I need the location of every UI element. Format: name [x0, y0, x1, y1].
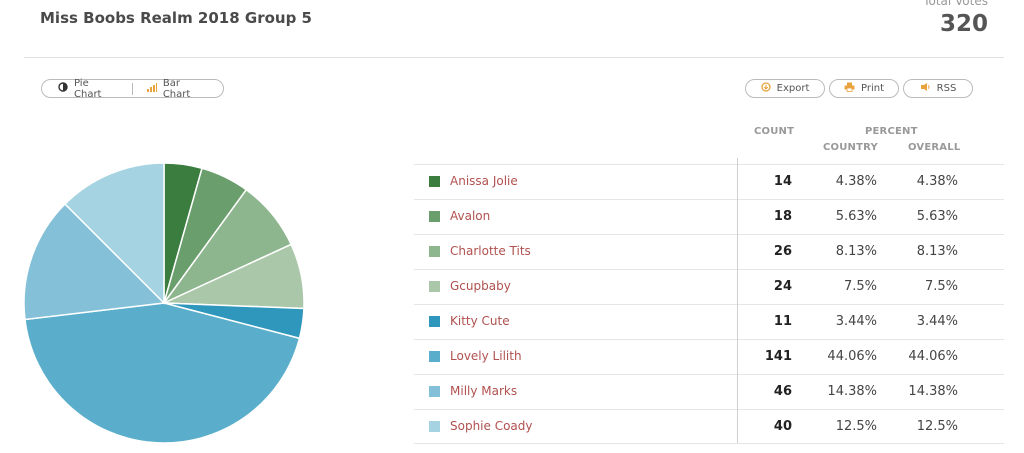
overall-percent: 4.38%	[916, 174, 958, 189]
overall-percent: 14.38%	[908, 384, 958, 399]
legend-swatch	[429, 211, 440, 222]
bar-chart-icon	[146, 82, 157, 95]
country-percent: 44.06%	[827, 349, 877, 364]
overall-percent: 3.44%	[916, 314, 958, 329]
overall-percent: 5.63%	[916, 209, 958, 224]
percent-column-header: PERCENT	[865, 126, 918, 137]
header-divider	[24, 57, 1004, 58]
rss-label: RSS	[936, 83, 957, 94]
rss-button[interactable]: RSS	[903, 79, 973, 98]
country-percent: 8.13%	[835, 244, 877, 259]
table-row: Avalon 18 5.63% 5.63%	[414, 199, 1004, 234]
vote-count: 40	[773, 419, 792, 434]
overall-percent: 44.06%	[908, 349, 958, 364]
country-percent: 3.44%	[835, 314, 877, 329]
contestant-name[interactable]: Lovely Lilith	[450, 349, 522, 363]
vote-count: 46	[773, 384, 792, 399]
toggle-separator	[131, 82, 133, 95]
export-button[interactable]: Export	[745, 79, 825, 98]
vote-count: 14	[773, 174, 792, 189]
poll-title: Miss Boobs Realm 2018 Group 5	[40, 9, 312, 27]
overall-percent: 12.5%	[916, 419, 958, 434]
pie-slice-sophie-coady[interactable]	[63, 162, 165, 305]
contestant-name[interactable]: Anissa Jolie	[450, 174, 518, 188]
vote-count: 18	[773, 209, 792, 224]
total-votes-label: Total Votes	[923, 0, 988, 8]
total-votes-value: 320	[939, 11, 988, 37]
overall-percent: 7.5%	[924, 279, 958, 294]
count-column-divider	[737, 158, 738, 444]
country-percent: 14.38%	[827, 384, 877, 399]
action-buttons: Export Print RSS	[745, 79, 973, 98]
table-row: Charlotte Tits 26 8.13% 8.13%	[414, 234, 1004, 269]
country-column-header: COUNTRY	[823, 142, 878, 153]
chart-type-toggle: Pie Chart Bar Chart	[41, 77, 224, 100]
legend-swatch	[429, 421, 440, 432]
pie-chart-label: Pie Chart	[74, 77, 102, 100]
contestant-name[interactable]: Kitty Cute	[450, 314, 510, 328]
table-row: Anissa Jolie 14 4.38% 4.38%	[414, 164, 1004, 199]
pie-chart	[23, 162, 305, 444]
contestant-name[interactable]: Gcupbaby	[450, 279, 511, 293]
legend-swatch	[429, 386, 440, 397]
export-label: Export	[776, 83, 810, 94]
bar-chart-label: Bar Chart	[162, 77, 191, 100]
print-label: Print	[860, 83, 884, 94]
rss-icon	[920, 82, 931, 95]
legend-swatch	[429, 281, 440, 292]
country-percent: 5.63%	[835, 209, 877, 224]
overall-percent: 8.13%	[916, 244, 958, 259]
country-percent: 7.5%	[843, 279, 877, 294]
chart-type-pill: Pie Chart Bar Chart	[41, 77, 224, 100]
table-row: Kitty Cute 11 3.44% 3.44%	[414, 304, 1004, 339]
contestant-name[interactable]: Sophie Coady	[450, 419, 533, 433]
legend-swatch	[429, 176, 440, 187]
contestant-name[interactable]: Milly Marks	[450, 384, 518, 398]
bar-chart-button[interactable]: Bar Chart	[133, 77, 223, 100]
table-bottom-border	[414, 443, 1004, 444]
pie-chart-button[interactable]: Pie Chart	[42, 77, 132, 100]
vote-count: 141	[764, 349, 792, 364]
table-row: Gcupbaby 24 7.5% 7.5%	[414, 269, 1004, 304]
print-button[interactable]: Print	[829, 79, 899, 98]
vote-count: 24	[773, 279, 792, 294]
vote-count: 26	[773, 244, 792, 259]
overall-column-header: OVERALL	[908, 142, 961, 153]
printer-icon	[844, 82, 855, 95]
count-column-header: COUNT	[754, 126, 795, 137]
table-row: Lovely Lilith 141 44.06% 44.06%	[414, 339, 1004, 374]
legend-swatch	[429, 351, 440, 362]
contestant-name[interactable]: Charlotte Tits	[450, 244, 531, 258]
pie-slice-milly-marks[interactable]	[23, 202, 166, 321]
table-row: Milly Marks 46 14.38% 14.38%	[414, 374, 1004, 409]
export-icon	[760, 82, 771, 95]
legend-swatch	[429, 246, 440, 257]
table-row: Sophie Coady 40 12.5% 12.5%	[414, 409, 1004, 444]
vote-count: 11	[773, 314, 792, 329]
legend-swatch	[429, 316, 440, 327]
country-percent: 12.5%	[835, 419, 877, 434]
contestant-name[interactable]: Avalon	[450, 209, 491, 223]
pie-slice-lovely-lilith[interactable]	[24, 302, 301, 444]
country-percent: 4.38%	[835, 174, 877, 189]
pie-chart-icon	[58, 82, 68, 95]
